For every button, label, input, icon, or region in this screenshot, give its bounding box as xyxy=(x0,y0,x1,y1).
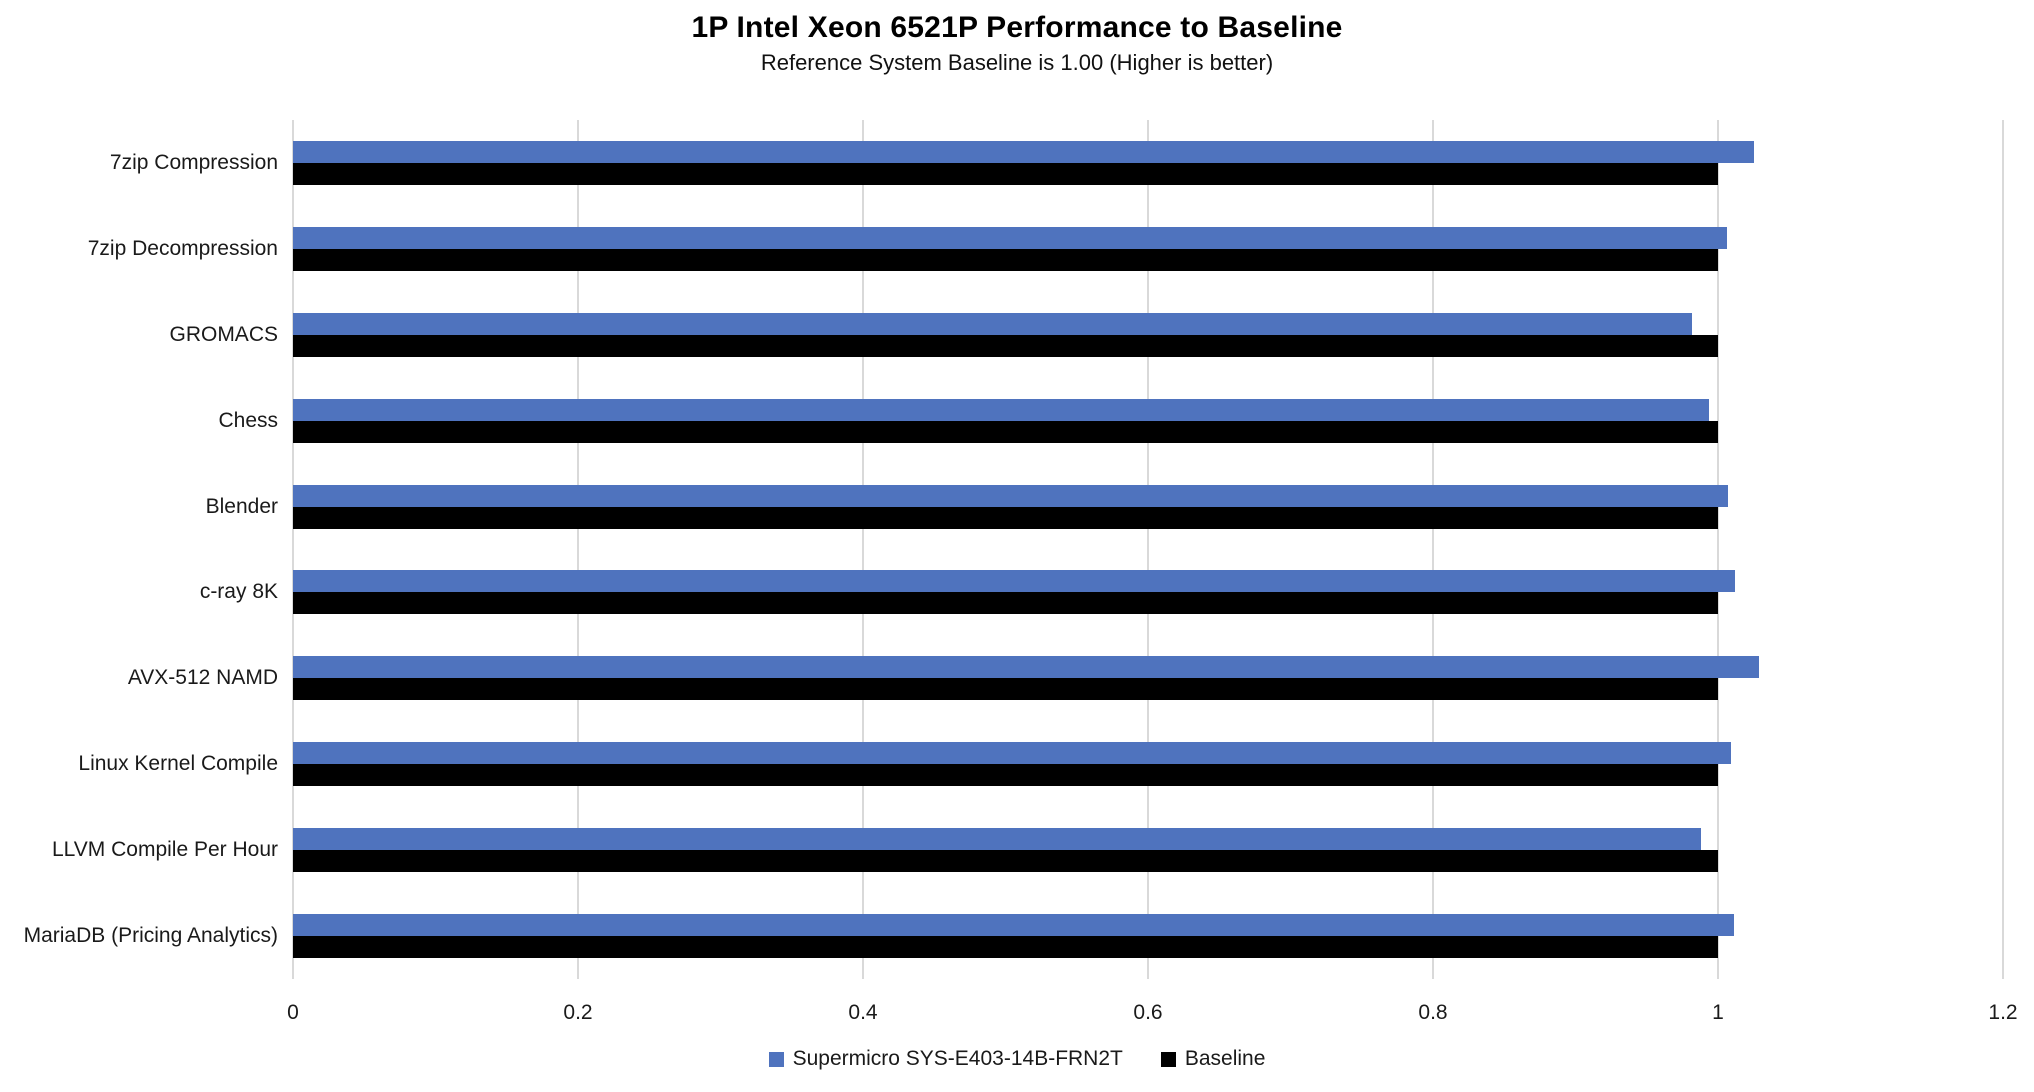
category-label: Blender xyxy=(205,494,278,518)
bar-supermicro xyxy=(293,312,1693,335)
bar-supermicro xyxy=(293,914,1734,937)
gridline-0.2 xyxy=(577,120,579,979)
x-tick-label: 0.6 xyxy=(1133,1001,1163,1024)
x-tick-label: 1.2 xyxy=(1988,1001,2018,1024)
x-tick-label: 0.8 xyxy=(1418,1001,1448,1024)
legend-label: Supermicro SYS-E403-14B-FRN2T xyxy=(792,1047,1123,1070)
x-tick-label: 1 xyxy=(1712,1001,1724,1024)
bar-supermicro xyxy=(293,398,1710,421)
x-tick-label: 0.4 xyxy=(848,1001,878,1024)
chart-title: 1P Intel Xeon 6521P Performance to Basel… xyxy=(691,11,1343,44)
bar-baseline xyxy=(293,506,1718,529)
bar-baseline xyxy=(293,678,1718,701)
category-label: Chess xyxy=(218,408,278,432)
bar-supermicro xyxy=(293,742,1731,765)
bar-baseline xyxy=(293,936,1718,959)
bar-supermicro xyxy=(293,570,1736,593)
gridline-0.6 xyxy=(1147,120,1149,979)
legend-item-supermicro: Supermicro SYS-E403-14B-FRN2T xyxy=(768,1047,1123,1071)
category-label: GROMACS xyxy=(169,322,278,346)
bar-supermicro xyxy=(293,828,1701,851)
legend-item-baseline: Baseline xyxy=(1160,1047,1266,1071)
gridline-0.4 xyxy=(862,120,864,979)
gridline-0 xyxy=(292,120,294,979)
category-label: Linux Kernel Compile xyxy=(78,752,278,776)
gridline-1 xyxy=(1717,120,1719,979)
legend-label: Baseline xyxy=(1184,1047,1266,1070)
legend-swatch-icon xyxy=(1160,1051,1176,1067)
x-tick-label: 0.2 xyxy=(563,1001,593,1024)
bar-baseline xyxy=(293,162,1718,185)
x-tick-label: 0 xyxy=(287,1001,299,1024)
legend-swatch-icon xyxy=(768,1051,784,1067)
gridline-0.8 xyxy=(1432,120,1434,979)
category-label: 7zip Compression xyxy=(109,150,278,174)
category-label: 7zip Decompression xyxy=(87,236,278,260)
category-label: c-ray 8K xyxy=(199,580,278,604)
bar-baseline xyxy=(293,764,1718,787)
bar-supermicro xyxy=(293,484,1728,507)
category-label: AVX-512 NAMD xyxy=(127,666,278,690)
bar-baseline xyxy=(293,420,1718,443)
gridline-1.2 xyxy=(2002,120,2004,979)
bar-supermicro xyxy=(293,656,1760,679)
category-label: MariaDB (Pricing Analytics) xyxy=(23,924,278,948)
chart-subtitle: Reference System Baseline is 1.00 (Highe… xyxy=(760,50,1274,75)
plot-area xyxy=(292,120,2004,979)
bar-baseline xyxy=(293,334,1718,357)
legend: Supermicro SYS-E403-14B-FRN2T Baseline xyxy=(0,1047,2034,1071)
bar-baseline xyxy=(293,592,1718,615)
bar-baseline xyxy=(293,850,1718,873)
bar-supermicro xyxy=(293,226,1727,249)
bar-supermicro xyxy=(293,140,1754,163)
category-label: LLVM Compile Per Hour xyxy=(51,838,278,862)
bar-baseline xyxy=(293,248,1718,271)
